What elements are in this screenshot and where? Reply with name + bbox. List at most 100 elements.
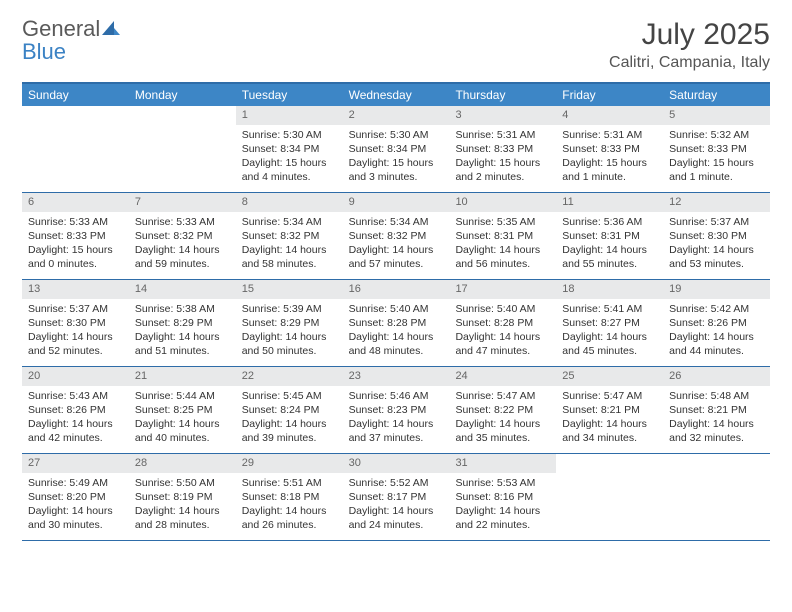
day-cell: 30Sunrise: 5:52 AMSunset: 8:17 PMDayligh… bbox=[343, 454, 450, 540]
day-body: Sunrise: 5:35 AMSunset: 8:31 PMDaylight:… bbox=[449, 212, 556, 278]
sunrise-line: Sunrise: 5:31 AM bbox=[455, 128, 550, 142]
day-number: 24 bbox=[449, 367, 556, 386]
daylight-line: Daylight: 14 hours and 56 minutes. bbox=[455, 243, 550, 271]
day-cell: 27Sunrise: 5:49 AMSunset: 8:20 PMDayligh… bbox=[22, 454, 129, 540]
sunset-line: Sunset: 8:33 PM bbox=[28, 229, 123, 243]
sunrise-line: Sunrise: 5:30 AM bbox=[349, 128, 444, 142]
day-body: Sunrise: 5:47 AMSunset: 8:22 PMDaylight:… bbox=[449, 386, 556, 452]
daylight-line: Daylight: 14 hours and 39 minutes. bbox=[242, 417, 337, 445]
day-cell: 14Sunrise: 5:38 AMSunset: 8:29 PMDayligh… bbox=[129, 280, 236, 366]
sunset-line: Sunset: 8:25 PM bbox=[135, 403, 230, 417]
day-number: 25 bbox=[556, 367, 663, 386]
day-cell: 24Sunrise: 5:47 AMSunset: 8:22 PMDayligh… bbox=[449, 367, 556, 453]
day-number: 4 bbox=[556, 106, 663, 125]
day-body: Sunrise: 5:40 AMSunset: 8:28 PMDaylight:… bbox=[343, 299, 450, 365]
sunset-line: Sunset: 8:26 PM bbox=[28, 403, 123, 417]
sunrise-line: Sunrise: 5:41 AM bbox=[562, 302, 657, 316]
sunset-line: Sunset: 8:33 PM bbox=[455, 142, 550, 156]
sunset-line: Sunset: 8:22 PM bbox=[455, 403, 550, 417]
day-number: 15 bbox=[236, 280, 343, 299]
day-number: 18 bbox=[556, 280, 663, 299]
day-cell: 17Sunrise: 5:40 AMSunset: 8:28 PMDayligh… bbox=[449, 280, 556, 366]
daylight-line: Daylight: 14 hours and 52 minutes. bbox=[28, 330, 123, 358]
sunset-line: Sunset: 8:28 PM bbox=[349, 316, 444, 330]
day-body: Sunrise: 5:34 AMSunset: 8:32 PMDaylight:… bbox=[343, 212, 450, 278]
daylight-line: Daylight: 15 hours and 2 minutes. bbox=[455, 156, 550, 184]
day-cell: 10Sunrise: 5:35 AMSunset: 8:31 PMDayligh… bbox=[449, 193, 556, 279]
day-body: Sunrise: 5:51 AMSunset: 8:18 PMDaylight:… bbox=[236, 473, 343, 539]
logo-text: GeneralBlue bbox=[22, 18, 120, 63]
day-cell: 4Sunrise: 5:31 AMSunset: 8:33 PMDaylight… bbox=[556, 106, 663, 192]
sunset-line: Sunset: 8:29 PM bbox=[135, 316, 230, 330]
week-row: 20Sunrise: 5:43 AMSunset: 8:26 PMDayligh… bbox=[22, 367, 770, 454]
week-row: 1Sunrise: 5:30 AMSunset: 8:34 PMDaylight… bbox=[22, 106, 770, 193]
day-number: 12 bbox=[663, 193, 770, 212]
sunrise-line: Sunrise: 5:37 AM bbox=[669, 215, 764, 229]
sunset-line: Sunset: 8:23 PM bbox=[349, 403, 444, 417]
day-cell-empty bbox=[129, 106, 236, 192]
week-row: 27Sunrise: 5:49 AMSunset: 8:20 PMDayligh… bbox=[22, 454, 770, 541]
logo-text-gray: General bbox=[22, 16, 100, 41]
sunset-line: Sunset: 8:26 PM bbox=[669, 316, 764, 330]
sunrise-line: Sunrise: 5:36 AM bbox=[562, 215, 657, 229]
sunrise-line: Sunrise: 5:33 AM bbox=[28, 215, 123, 229]
daylight-line: Daylight: 14 hours and 22 minutes. bbox=[455, 504, 550, 532]
day-body: Sunrise: 5:53 AMSunset: 8:16 PMDaylight:… bbox=[449, 473, 556, 539]
sunset-line: Sunset: 8:28 PM bbox=[455, 316, 550, 330]
header: GeneralBlue July 2025 Calitri, Campania,… bbox=[22, 18, 770, 72]
day-body: Sunrise: 5:40 AMSunset: 8:28 PMDaylight:… bbox=[449, 299, 556, 365]
day-body: Sunrise: 5:49 AMSunset: 8:20 PMDaylight:… bbox=[22, 473, 129, 539]
day-number: 3 bbox=[449, 106, 556, 125]
daylight-line: Daylight: 14 hours and 50 minutes. bbox=[242, 330, 337, 358]
day-number: 2 bbox=[343, 106, 450, 125]
sunset-line: Sunset: 8:18 PM bbox=[242, 490, 337, 504]
sunrise-line: Sunrise: 5:37 AM bbox=[28, 302, 123, 316]
month-title: July 2025 bbox=[609, 18, 770, 52]
day-body: Sunrise: 5:44 AMSunset: 8:25 PMDaylight:… bbox=[129, 386, 236, 452]
sunset-line: Sunset: 8:17 PM bbox=[349, 490, 444, 504]
day-cell: 3 Sunrise: 5:31 AMSunset: 8:33 PMDaylight… bbox=[449, 106, 556, 192]
sunset-line: Sunset: 8:32 PM bbox=[242, 229, 337, 243]
day-cell: 23Sunrise: 5:46 AMSunset: 8:23 PMDayligh… bbox=[343, 367, 450, 453]
day-number: 28 bbox=[129, 454, 236, 473]
day-body: Sunrise: 5:36 AMSunset: 8:31 PMDaylight:… bbox=[556, 212, 663, 278]
sunset-line: Sunset: 8:21 PM bbox=[669, 403, 764, 417]
sunset-line: Sunset: 8:27 PM bbox=[562, 316, 657, 330]
day-number: 13 bbox=[22, 280, 129, 299]
sunrise-line: Sunrise: 5:46 AM bbox=[349, 389, 444, 403]
daylight-line: Daylight: 14 hours and 44 minutes. bbox=[669, 330, 764, 358]
weekday-header: Monday bbox=[129, 84, 236, 106]
sunrise-line: Sunrise: 5:53 AM bbox=[455, 476, 550, 490]
day-cell: 13Sunrise: 5:37 AMSunset: 8:30 PMDayligh… bbox=[22, 280, 129, 366]
daylight-line: Daylight: 14 hours and 59 minutes. bbox=[135, 243, 230, 271]
daylight-line: Daylight: 14 hours and 42 minutes. bbox=[28, 417, 123, 445]
sunset-line: Sunset: 8:31 PM bbox=[562, 229, 657, 243]
day-body: Sunrise: 5:42 AMSunset: 8:26 PMDaylight:… bbox=[663, 299, 770, 365]
daylight-line: Daylight: 14 hours and 48 minutes. bbox=[349, 330, 444, 358]
day-body: Sunrise: 5:30 AMSunset: 8:34 PMDaylight:… bbox=[343, 125, 450, 191]
day-number: 10 bbox=[449, 193, 556, 212]
day-number: 22 bbox=[236, 367, 343, 386]
sunrise-line: Sunrise: 5:47 AM bbox=[455, 389, 550, 403]
day-cell: 11Sunrise: 5:36 AMSunset: 8:31 PMDayligh… bbox=[556, 193, 663, 279]
sunrise-line: Sunrise: 5:34 AM bbox=[242, 215, 337, 229]
day-number: 5 bbox=[663, 106, 770, 125]
day-number: 14 bbox=[129, 280, 236, 299]
sunset-line: Sunset: 8:21 PM bbox=[562, 403, 657, 417]
daylight-line: Daylight: 15 hours and 3 minutes. bbox=[349, 156, 444, 184]
day-cell: 9Sunrise: 5:34 AMSunset: 8:32 PMDaylight… bbox=[343, 193, 450, 279]
weekday-header: Saturday bbox=[663, 84, 770, 106]
daylight-line: Daylight: 14 hours and 34 minutes. bbox=[562, 417, 657, 445]
sunrise-line: Sunrise: 5:33 AM bbox=[135, 215, 230, 229]
day-number: 9 bbox=[343, 193, 450, 212]
day-number: 19 bbox=[663, 280, 770, 299]
week-row: 13Sunrise: 5:37 AMSunset: 8:30 PMDayligh… bbox=[22, 280, 770, 367]
day-body: Sunrise: 5:48 AMSunset: 8:21 PMDaylight:… bbox=[663, 386, 770, 452]
day-cell: 8Sunrise: 5:34 AMSunset: 8:32 PMDaylight… bbox=[236, 193, 343, 279]
sunset-line: Sunset: 8:24 PM bbox=[242, 403, 337, 417]
day-cell: 28Sunrise: 5:50 AMSunset: 8:19 PMDayligh… bbox=[129, 454, 236, 540]
day-body: Sunrise: 5:31 AMSunset: 8:33 PMDaylight:… bbox=[556, 125, 663, 191]
sunrise-line: Sunrise: 5:47 AM bbox=[562, 389, 657, 403]
daylight-line: Daylight: 14 hours and 47 minutes. bbox=[455, 330, 550, 358]
day-number: 20 bbox=[22, 367, 129, 386]
